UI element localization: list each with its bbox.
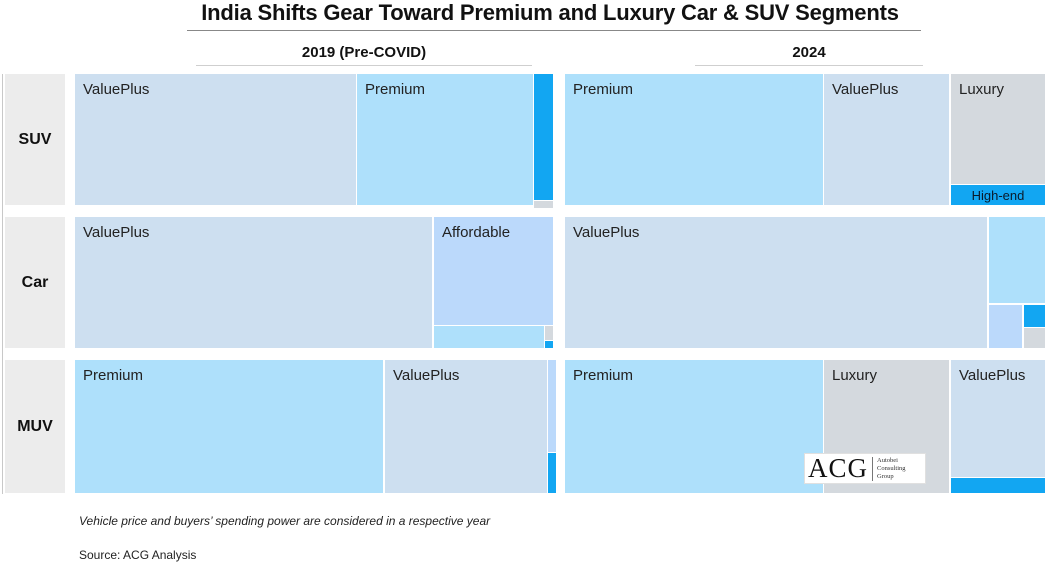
tile-car-2019-valueplus: ValuePlus [75, 217, 432, 348]
row-label-suv: SUV [5, 74, 65, 205]
footnote: Vehicle price and buyers’ spending power… [79, 514, 491, 528]
tile-suv-2019-valueplus: ValuePlus [75, 74, 356, 205]
chart-title: India Shifts Gear Toward Premium and Lux… [201, 0, 899, 25]
tile-car-2024-segment-2 [989, 305, 1022, 348]
tile-suv-2024-premium: Premium [565, 74, 823, 205]
source-note: Source: ACG Analysis [79, 548, 197, 562]
tile-suv-2024-valueplus: ValuePlus [824, 74, 949, 205]
tile-car-2024-valueplus: ValuePlus [565, 217, 987, 348]
tile-suv-2019-segment-3 [534, 201, 553, 208]
column-rule-2024 [695, 65, 923, 66]
tile-muv-2019-valueplus: ValuePlus [385, 360, 547, 493]
left-border [2, 74, 3, 494]
tile-suv-2024-high-end: High-end [951, 185, 1045, 205]
row-label-muv: MUV [5, 360, 65, 493]
tile-car-2024-segment-3 [1024, 305, 1045, 327]
tile-muv-2019-segment-3 [548, 453, 556, 493]
tile-suv-2019-segment-2 [534, 74, 553, 200]
tile-car-2019-segment-4 [545, 341, 553, 348]
row-label-car: Car [5, 217, 65, 348]
tile-muv-2019-segment-2 [548, 360, 556, 452]
tile-muv-2024-premium: Premium [565, 360, 823, 493]
logo-divider [872, 456, 874, 481]
tile-car-2024-segment-4 [1024, 328, 1045, 348]
column-header-2024: 2024 [792, 44, 826, 61]
tile-suv-2019-premium: Premium [357, 74, 533, 205]
tile-car-2019-segment-2 [434, 326, 544, 348]
tile-muv-2024-segment-3 [951, 478, 1045, 493]
tile-car-2019-affordable: Affordable [434, 217, 553, 325]
tile-car-2019-segment-3 [545, 326, 553, 340]
logo-mark: ACG [808, 453, 869, 483]
column-header-2019: 2019 (Pre-COVID) [301, 44, 427, 61]
tile-car-2024-segment-1 [989, 217, 1045, 303]
tile-suv-2024-luxury: Luxury [951, 74, 1045, 184]
tile-muv-2024-valueplus: ValuePlus [951, 360, 1045, 477]
title-rule [187, 30, 921, 31]
acg-logo: ACG Autobei Consulting Group [804, 453, 926, 484]
logo-subtitle: Autobei Consulting Group [877, 456, 906, 480]
column-rule-2019 [196, 65, 532, 66]
tile-muv-2019-premium: Premium [75, 360, 383, 493]
